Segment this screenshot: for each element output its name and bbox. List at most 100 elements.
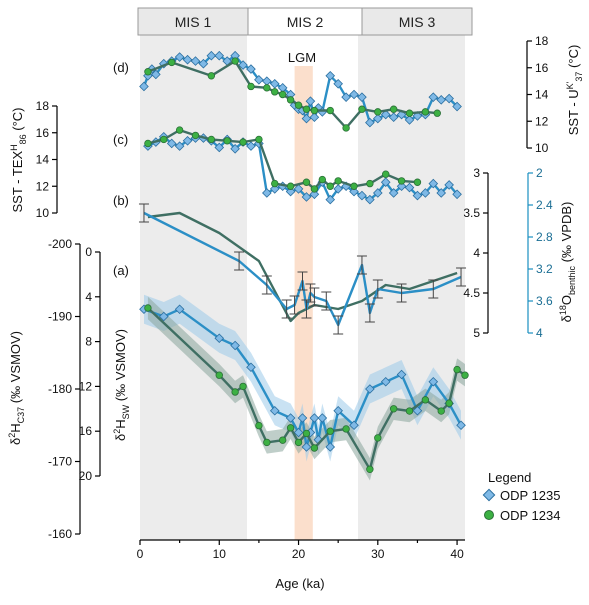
point-2-30 <box>380 177 391 188</box>
sst-uk37-axis-label: SST - UK'37 (°C) <box>565 45 584 136</box>
point-3-7 <box>255 135 263 144</box>
point-2-4 <box>174 141 185 151</box>
legend-label-odp1235: ODP 1235 <box>500 488 560 503</box>
point-6-9 <box>297 413 308 423</box>
x-tick-label-4: 40 <box>450 547 464 561</box>
legend-label-odp1234: ODP 1234 <box>500 508 560 523</box>
d18o-1234-axis-tick-label-4: 5 <box>473 326 480 340</box>
point-7-7 <box>286 424 295 432</box>
point-0-20 <box>285 89 296 100</box>
point-2-36 <box>428 178 439 189</box>
point-1-12 <box>326 106 334 115</box>
point-2-35 <box>420 188 431 198</box>
point-0-12 <box>222 56 233 66</box>
point-6-19 <box>380 376 391 387</box>
d2h-c37-axis-tick-label-2: -180 <box>48 382 72 396</box>
point-1-2 <box>207 72 216 80</box>
point-0-44 <box>444 93 454 104</box>
d18o-1234-axis-tick-label-3: 4.5 <box>463 286 480 300</box>
point-0-24 <box>301 113 312 124</box>
point-3-4 <box>207 135 216 144</box>
point-7-12 <box>342 425 350 433</box>
d18o-label-main: O <box>559 295 574 305</box>
point-2-29 <box>372 188 383 198</box>
point-0-13 <box>230 50 240 61</box>
point-1-18 <box>421 108 430 116</box>
x-axis-label: Age (ka) <box>275 576 324 591</box>
point-0-29 <box>325 70 336 81</box>
point-7-18 <box>437 407 445 415</box>
point-2-3 <box>166 138 177 149</box>
point-6-8 <box>293 427 304 438</box>
point-3-2 <box>175 126 184 134</box>
point-7-17 <box>421 396 430 404</box>
point-0-42 <box>428 92 439 102</box>
point-2-16 <box>269 184 280 194</box>
point-2-28 <box>365 194 375 205</box>
d2h-sw-label-tail: (‰ VSMOV) <box>113 329 128 405</box>
point-2-11 <box>230 143 240 154</box>
x-tick-label-1: 10 <box>213 547 227 561</box>
mis-2-label: MIS 2 <box>287 14 324 30</box>
d18o-1235-axis-tick-label-2: 2.8 <box>536 230 553 244</box>
d2h-sw-axis-tick-label-5: 20 <box>79 469 93 483</box>
point-6-24 <box>456 420 466 431</box>
lgm-band <box>294 66 313 540</box>
point-2-27 <box>357 190 367 201</box>
point-7-16 <box>405 407 414 415</box>
point-2-19 <box>293 184 304 194</box>
point-6-5 <box>246 362 256 373</box>
panel-label-c: (c) <box>113 132 128 147</box>
point-3-11 <box>310 185 319 193</box>
point-0-18 <box>269 78 280 89</box>
point-0-26 <box>309 112 320 123</box>
sst-tex86-axis-tick-label-0: 10 <box>36 206 50 220</box>
d18o-1234-axis-tick-label-2: 4 <box>473 246 480 260</box>
point-0-25 <box>305 96 316 106</box>
point-3-18 <box>397 177 406 185</box>
point-7-14 <box>374 434 382 442</box>
point-2-33 <box>404 182 415 193</box>
point-6-7 <box>285 413 296 423</box>
point-0-10 <box>206 50 217 61</box>
point-6-15 <box>325 442 336 452</box>
point-0-36 <box>380 109 391 120</box>
sst-uk37-axis-tick-label-0: 10 <box>535 141 549 155</box>
point-6-16 <box>333 405 343 416</box>
point-1-5 <box>263 84 271 92</box>
point-1-19 <box>433 109 441 117</box>
d2h-c37-label-main: H <box>8 423 23 432</box>
point-2-38 <box>444 180 454 190</box>
point-3-8 <box>271 179 279 188</box>
point-0-30 <box>333 78 343 89</box>
d18o-label-delta: δ <box>559 315 574 322</box>
d2h-c37-axis-label: δ2HC37 (‰ VSMOV) <box>7 331 26 445</box>
d2h-c37-axis-tick-label-3: -170 <box>48 455 72 469</box>
d2h-sw-axis-tick-label-1: 4 <box>85 290 92 304</box>
d2h-c37-axis-tick-label-4: -160 <box>48 527 72 541</box>
point-1-0 <box>144 68 152 76</box>
point-7-11 <box>326 427 334 435</box>
point-2-18 <box>285 186 296 197</box>
point-2-20 <box>301 192 312 202</box>
series-line-7 <box>147 307 466 471</box>
point-3-19 <box>413 178 422 186</box>
point-2-15 <box>262 188 272 198</box>
legend: Legend ODP 1235 ODP 1234 <box>482 470 560 523</box>
d2h-sw-axis-tick-label-2: 8 <box>85 335 92 349</box>
point-6-17 <box>349 420 359 431</box>
d2h-sw-label-delta: δ <box>113 434 128 441</box>
d18o-label-tail: (‰ VPDB) <box>559 202 574 266</box>
point-3-5 <box>223 137 231 145</box>
point-0-19 <box>277 83 288 93</box>
mis-1-label: MIS 1 <box>175 14 212 30</box>
point-2-21 <box>309 189 320 200</box>
point-0-9 <box>198 58 209 69</box>
panel-label-b: (b) <box>113 193 129 208</box>
point-2-13 <box>246 141 256 151</box>
point-1-1 <box>168 58 176 67</box>
point-1-9 <box>294 101 303 109</box>
d2h-c37-axis-tick-label-0: -200 <box>48 237 72 251</box>
point-1-15 <box>374 108 382 116</box>
legend-marker-odp1234 <box>484 510 494 520</box>
